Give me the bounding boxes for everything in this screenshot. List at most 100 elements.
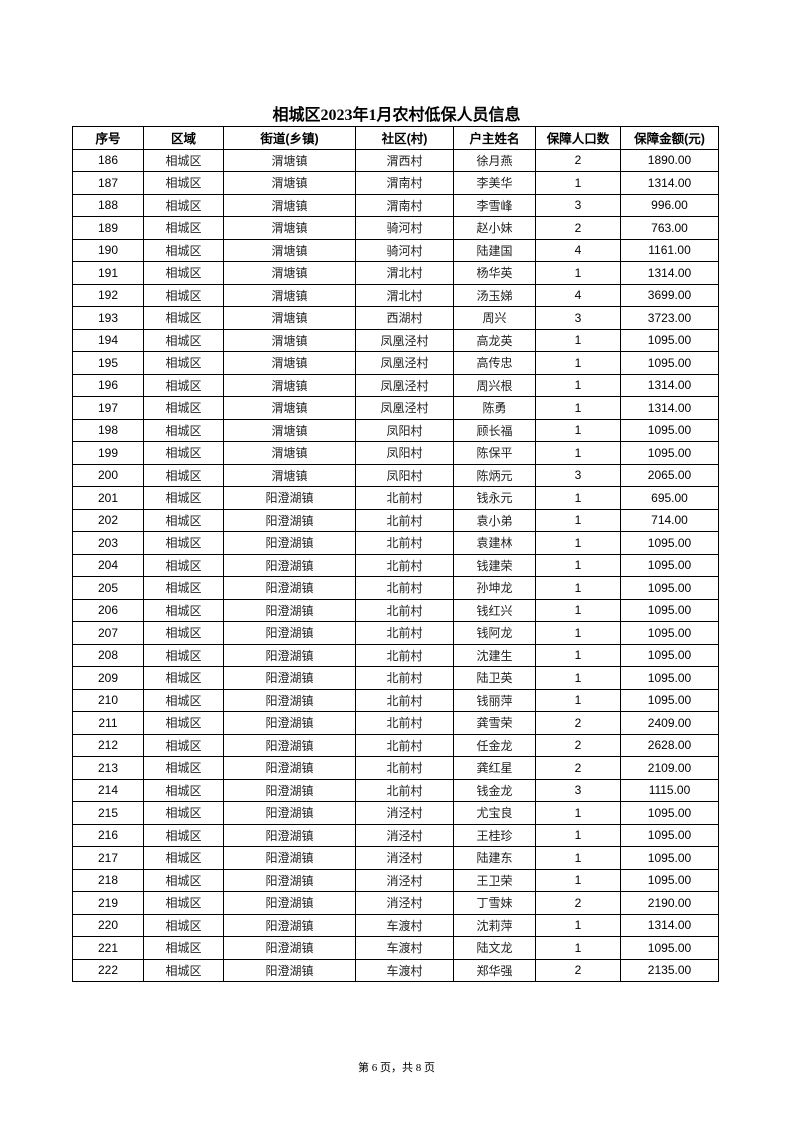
- cell-amount: 2065.00: [620, 463, 719, 487]
- cell-village: 凤阳村: [355, 463, 454, 487]
- cell-householder: 袁建林: [453, 531, 536, 555]
- table-row: 200 相城区 渭塘镇 凤阳村 陈炳元 3 2065.00: [72, 463, 719, 487]
- page-footer: 第 6 页，共 8 页: [358, 1062, 435, 1074]
- cell-town: 渭塘镇: [223, 351, 356, 375]
- cell-amount: 1095.00: [620, 868, 719, 892]
- cell-index: 222: [72, 958, 144, 982]
- cell-index: 206: [72, 598, 144, 622]
- cell-district: 相城区: [143, 598, 224, 622]
- cell-village: 消泾村: [355, 823, 454, 847]
- cell-people-count: 1: [535, 688, 621, 712]
- cell-amount: 1095.00: [620, 553, 719, 577]
- cell-amount: 1314.00: [620, 373, 719, 397]
- cell-town: 渭塘镇: [223, 441, 356, 465]
- cell-town: 阳澄湖镇: [223, 846, 356, 870]
- cell-householder: 杨华英: [453, 261, 536, 285]
- cell-town: 渭塘镇: [223, 193, 356, 217]
- table-row: 188 相城区 渭塘镇 渭南村 李雪峰 3 996.00: [72, 193, 719, 217]
- cell-amount: 2628.00: [620, 733, 719, 757]
- cell-town: 阳澄湖镇: [223, 508, 356, 532]
- cell-amount: 1314.00: [620, 261, 719, 285]
- cell-district: 相城区: [143, 666, 224, 690]
- cell-town: 渭塘镇: [223, 148, 356, 172]
- cell-householder: 陈保平: [453, 441, 536, 465]
- cell-people-count: 2: [535, 711, 621, 735]
- cell-people-count: 1: [535, 823, 621, 847]
- cell-village: 北前村: [355, 621, 454, 645]
- cell-householder: 陆建国: [453, 238, 536, 262]
- cell-householder: 尤宝良: [453, 801, 536, 825]
- cell-people-count: 1: [535, 913, 621, 937]
- cell-householder: 陆建东: [453, 846, 536, 870]
- cell-people-count: 1: [535, 643, 621, 667]
- table-row: 213 相城区 阳澄湖镇 北前村 龚红星 2 2109.00: [72, 756, 719, 780]
- cell-district: 相城区: [143, 261, 224, 285]
- cell-index: 216: [72, 823, 144, 847]
- cell-town: 阳澄湖镇: [223, 666, 356, 690]
- table-row: 197 相城区 渭塘镇 凤凰泾村 陈勇 1 1314.00: [72, 396, 719, 420]
- cell-index: 191: [72, 261, 144, 285]
- cell-people-count: 1: [535, 846, 621, 870]
- cell-village: 北前村: [355, 733, 454, 757]
- cell-town: 阳澄湖镇: [223, 643, 356, 667]
- table-row: 191 相城区 渭塘镇 渭北村 杨华英 1 1314.00: [72, 261, 719, 285]
- table-row: 209 相城区 阳澄湖镇 北前村 陆卫英 1 1095.00: [72, 666, 719, 690]
- cell-householder: 沈莉萍: [453, 913, 536, 937]
- cell-index: 219: [72, 891, 144, 915]
- table-row: 206 相城区 阳澄湖镇 北前村 钱红兴 1 1095.00: [72, 598, 719, 622]
- cell-people-count: 2: [535, 733, 621, 757]
- cell-village: 凤阳村: [355, 441, 454, 465]
- cell-amount: 2109.00: [620, 756, 719, 780]
- cell-people-count: 1: [535, 418, 621, 442]
- cell-amount: 2135.00: [620, 958, 719, 982]
- cell-index: 192: [72, 283, 144, 307]
- table-row: 186 相城区 渭塘镇 渭西村 徐月燕 2 1890.00: [72, 148, 719, 172]
- cell-people-count: 3: [535, 778, 621, 802]
- cell-village: 骑河村: [355, 238, 454, 262]
- cell-householder: 陈炳元: [453, 463, 536, 487]
- header-people-count: 保障人口数: [535, 126, 621, 150]
- cell-village: 北前村: [355, 643, 454, 667]
- cell-town: 阳澄湖镇: [223, 553, 356, 577]
- table-row: 196 相城区 渭塘镇 凤凰泾村 周兴根 1 1314.00: [72, 373, 719, 397]
- cell-people-count: 1: [535, 531, 621, 555]
- cell-district: 相城区: [143, 531, 224, 555]
- cell-village: 车渡村: [355, 936, 454, 960]
- cell-index: 207: [72, 621, 144, 645]
- cell-people-count: 1: [535, 373, 621, 397]
- cell-people-count: 1: [535, 868, 621, 892]
- cell-amount: 3723.00: [620, 306, 719, 330]
- cell-town: 阳澄湖镇: [223, 486, 356, 510]
- cell-people-count: 2: [535, 756, 621, 780]
- cell-village: 西湖村: [355, 306, 454, 330]
- cell-people-count: 1: [535, 328, 621, 352]
- cell-index: 188: [72, 193, 144, 217]
- cell-amount: 1095.00: [620, 823, 719, 847]
- cell-town: 阳澄湖镇: [223, 711, 356, 735]
- cell-village: 渭北村: [355, 261, 454, 285]
- cell-amount: 1095.00: [620, 328, 719, 352]
- cell-people-count: 1: [535, 553, 621, 577]
- cell-householder: 袁小弟: [453, 508, 536, 532]
- cell-householder: 王桂珍: [453, 823, 536, 847]
- cell-amount: 1095.00: [620, 418, 719, 442]
- cell-index: 187: [72, 171, 144, 195]
- cell-amount: 2409.00: [620, 711, 719, 735]
- table-row: 219 相城区 阳澄湖镇 消泾村 丁雪妹 2 2190.00: [72, 891, 719, 915]
- table-row: 220 相城区 阳澄湖镇 车渡村 沈莉萍 1 1314.00: [72, 913, 719, 937]
- cell-householder: 丁雪妹: [453, 891, 536, 915]
- cell-district: 相城区: [143, 238, 224, 262]
- cell-village: 渭南村: [355, 171, 454, 195]
- cell-index: 211: [72, 711, 144, 735]
- cell-amount: 1161.00: [620, 238, 719, 262]
- table-row: 189 相城区 渭塘镇 骑河村 赵小妹 2 763.00: [72, 216, 719, 240]
- cell-town: 阳澄湖镇: [223, 913, 356, 937]
- cell-index: 215: [72, 801, 144, 825]
- cell-householder: 郑华强: [453, 958, 536, 982]
- cell-town: 阳澄湖镇: [223, 576, 356, 600]
- cell-town: 渭塘镇: [223, 283, 356, 307]
- cell-index: 190: [72, 238, 144, 262]
- cell-town: 渭塘镇: [223, 463, 356, 487]
- cell-householder: 周兴: [453, 306, 536, 330]
- cell-amount: 1314.00: [620, 913, 719, 937]
